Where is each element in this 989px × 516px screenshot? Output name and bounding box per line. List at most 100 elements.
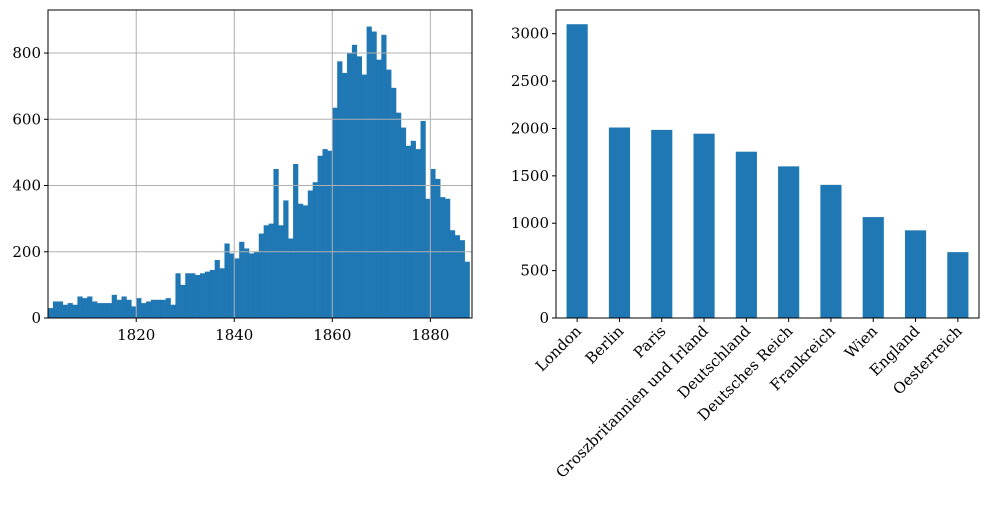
x-tick-label: 1820 <box>117 326 155 344</box>
y-tick-label: 2000 <box>511 119 549 137</box>
histogram-bar <box>327 150 333 318</box>
histogram-bar <box>322 149 328 318</box>
category-bar <box>651 129 673 318</box>
histogram-bar <box>263 225 269 318</box>
x-tick-label: Wien <box>841 322 881 362</box>
histogram-bar <box>175 273 181 318</box>
category-bar <box>735 151 757 318</box>
x-tick-label: 1880 <box>411 326 449 344</box>
histogram-bar <box>165 298 171 318</box>
histogram-bar <box>405 145 412 318</box>
histogram-bar <box>459 240 465 318</box>
category-bar <box>862 217 884 318</box>
histogram-bar <box>52 301 59 318</box>
histogram-bar <box>283 200 289 318</box>
histogram-bar <box>302 205 309 318</box>
histogram-bar <box>204 271 211 318</box>
category-bar <box>947 252 969 318</box>
histogram-bar <box>445 198 451 318</box>
x-tick-label: London <box>532 322 585 375</box>
histogram-bar <box>155 299 162 318</box>
histogram-bar <box>195 274 201 318</box>
x-tick-label: 1840 <box>215 326 253 344</box>
histogram-bar <box>67 303 73 318</box>
histogram-bar <box>351 44 358 318</box>
histogram-bar <box>62 304 68 318</box>
histogram-bar <box>141 303 147 318</box>
histogram-bar <box>239 241 245 318</box>
category-bar <box>693 133 715 318</box>
histogram-bar <box>396 112 402 319</box>
histogram-bar <box>307 190 313 318</box>
histogram-bar <box>131 306 137 318</box>
histogram-bar <box>121 296 127 318</box>
histogram-bar <box>229 253 235 318</box>
histogram-bar <box>57 301 64 318</box>
histogram-bar <box>435 178 441 318</box>
histogram-bar <box>293 164 299 318</box>
histogram-bar <box>312 182 318 318</box>
histogram-bar <box>386 69 392 318</box>
histogram-bar <box>244 248 250 318</box>
histogram-bar <box>258 233 264 318</box>
histogram-bar <box>278 225 284 318</box>
histogram-bar <box>273 168 279 318</box>
histogram-bar <box>288 238 294 318</box>
histogram-bar <box>356 56 363 318</box>
x-tick-label: Berlin <box>582 322 628 368</box>
histogram-bar <box>190 273 196 318</box>
histogram-bar <box>361 74 367 318</box>
histogram-bar <box>332 107 338 319</box>
x-tick-label: 1860 <box>313 326 351 344</box>
histogram-bar <box>371 31 377 318</box>
histogram-bar <box>170 304 176 318</box>
histogram-bar <box>440 197 446 318</box>
y-tick-label: 200 <box>12 243 41 261</box>
histogram-bar <box>92 301 98 318</box>
category-bar <box>608 127 631 318</box>
histogram-bar <box>381 34 387 318</box>
y-tick-label: 0 <box>539 309 549 327</box>
histogram-bar <box>425 198 431 318</box>
histogram-bar <box>391 87 397 318</box>
histogram-bar <box>420 120 426 319</box>
histogram-bar <box>97 303 103 318</box>
axes-frame <box>47 9 473 319</box>
y-tick-label: 3000 <box>511 25 549 43</box>
histogram-bar <box>366 26 372 318</box>
histogram-bar <box>449 230 456 318</box>
histogram-bar <box>214 260 220 318</box>
histogram-chart: 1820 1840 1860 1880 0 200 400 600 800 <box>12 9 473 344</box>
histogram-bar <box>126 299 132 318</box>
histogram-bar <box>297 203 304 318</box>
histogram-bar <box>430 168 436 318</box>
histogram-bar <box>48 308 54 318</box>
y-tick-label: 2500 <box>511 72 549 90</box>
histogram-bar <box>72 304 78 318</box>
histogram-bar <box>224 243 230 318</box>
histogram-bar <box>199 273 206 318</box>
y-tick-label: 1000 <box>511 214 549 232</box>
y-tick-label: 500 <box>520 262 549 280</box>
histogram-bar <box>337 61 343 318</box>
histogram-bar <box>101 303 108 318</box>
histogram-bar <box>376 59 382 318</box>
x-tick-label: Paris <box>630 322 670 362</box>
histogram-bar <box>234 258 240 318</box>
histogram-bar <box>116 299 122 318</box>
histogram-bar <box>464 261 470 318</box>
y-tick-label: 600 <box>12 110 41 128</box>
histogram-bar <box>185 273 191 318</box>
histogram-bar <box>87 296 93 318</box>
histogram-bar <box>106 303 113 318</box>
y-tick-label: 800 <box>12 44 41 62</box>
histogram-bar <box>82 298 88 318</box>
category-bar <box>778 166 800 318</box>
histogram-bar <box>268 223 274 318</box>
histogram-bar <box>150 299 157 318</box>
y-tick-label: 0 <box>31 309 41 327</box>
histogram-bar <box>248 253 255 318</box>
y-tick-label: 1500 <box>511 167 549 185</box>
histogram-bar <box>400 127 407 319</box>
